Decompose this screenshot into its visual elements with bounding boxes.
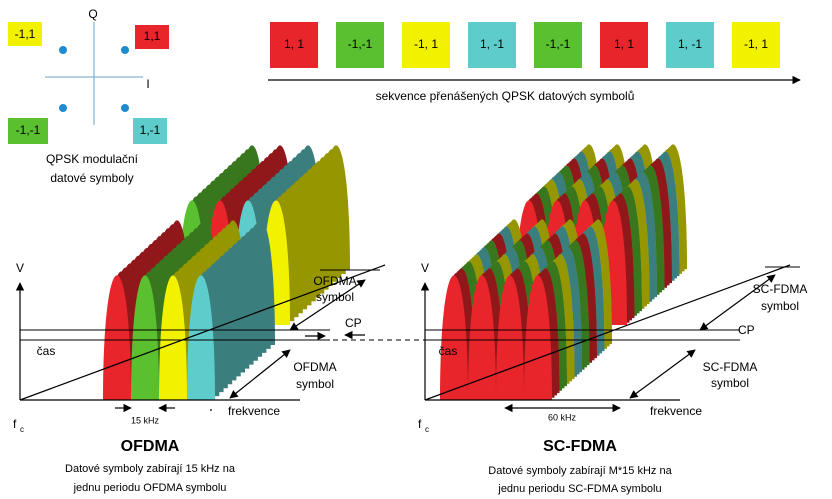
hump [440,275,468,400]
caption: QPSK modulační [46,152,139,166]
symbol-label: symbol [711,376,749,390]
point [121,46,129,54]
bandwidth: 60 kHz [548,412,577,422]
symbol-label: symbol [296,377,334,391]
cp-label: CP [738,323,755,337]
symbol-box [336,22,384,68]
scfdma-axes: V čas f c SC-FDMA symbol CP SC-FDMA symb… [418,261,807,495]
symbol-label: -1,1 [15,27,36,41]
symbol-label: OFDMA [313,274,356,288]
symbol-label: 1, 1 [614,37,634,51]
hump [524,275,552,400]
symbol-box [732,22,780,68]
i-label: I [146,77,149,91]
time-label: čas [439,344,458,358]
symbol-box [8,22,42,46]
title: OFDMA [121,438,180,455]
symbol-label: -1,-1 [348,37,373,51]
origin-label: f [13,417,17,431]
time-label: čas [37,344,56,358]
symbol-box [8,118,48,144]
point [59,104,67,112]
dimension [229,349,291,399]
point [121,104,129,112]
dimension [699,274,776,331]
title: SC-FDMA [543,438,617,455]
caption: Datové symboly zabírají M*15 kHz na [488,465,672,477]
dimension [629,349,696,399]
sequence-caption: sekvence přenášených QPSK datových symbo… [376,89,635,103]
sequence: sekvence přenášených QPSK datových symbo… [268,22,801,103]
freq-label: frekvence [228,404,280,418]
freq-label: frekvence [650,404,702,418]
symbol-box [468,22,516,68]
hump [468,275,496,400]
constellation: Q I -1,1 1,1 -1,-1 1,-1 QPSK modulační d… [8,7,169,185]
symbol-label: OFDMA [293,360,336,374]
caption: jednu periodu OFDMA symbolu [73,482,227,494]
hump [187,275,215,400]
symbol-label: 1, 1 [284,37,304,51]
symbol-label: -1, 1 [414,37,438,51]
origin-label: f [418,417,422,431]
symbol-label: 1,1 [144,29,161,43]
symbol-label: -1,-1 [16,123,41,137]
symbol-label: SC-FDMA [753,282,808,296]
origin-sub: c [20,425,24,434]
symbol-label: 1, -1 [480,37,504,51]
symbol-box [534,22,582,68]
symbol-label: 1,-1 [140,123,161,137]
symbol-label: SC-FDMA [703,360,758,374]
ofdma-axes: V čas f c OFDMA symbol CP OFDMA symbol 1… [13,261,386,494]
v-label: V [16,261,24,275]
symbol-box [135,25,169,49]
caption: Datové symboly zabírají 15 kHz na [65,463,236,475]
cp-label: CP [345,316,362,330]
symbol-box [270,22,318,68]
symbol-box [402,22,450,68]
hump [131,275,159,400]
symbol-label: 1, -1 [678,37,702,51]
hump [159,275,187,400]
dimension [289,279,366,331]
origin-sub: c [425,425,429,434]
point [59,46,67,54]
caption: datové symboly [50,171,133,185]
symbol-label: symbol [316,290,354,304]
symbol-label: -1,-1 [546,37,571,51]
v-label: V [421,261,429,275]
hump [496,275,524,400]
waveforms [103,144,687,400]
hump [103,275,131,400]
symbol-label: -1, 1 [744,37,768,51]
bandwidth: 15 kHz [131,415,160,425]
symbol-box [600,22,648,68]
q-label: Q [88,7,97,21]
symbol-box [133,118,167,144]
caption: jednu periodu SC-FDMA symbolu [497,483,661,495]
symbol-box [666,22,714,68]
symbol-label: symbol [761,299,799,313]
